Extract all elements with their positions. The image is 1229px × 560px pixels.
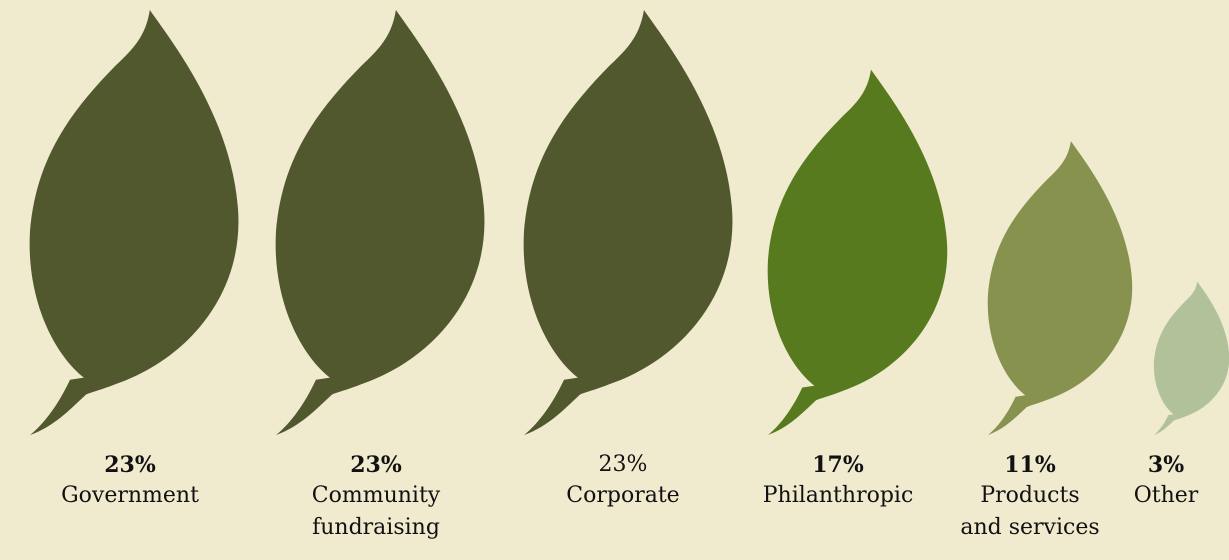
leaf-mark-6 — [1153, 281, 1229, 435]
leaf-mark-4 — [767, 69, 948, 435]
category-name-line: Products — [980, 483, 1080, 508]
category-name-line: Corporate — [566, 483, 680, 508]
category-label-block: 23% Community fundraising — [312, 452, 440, 544]
value-label: 11% — [1004, 452, 1056, 478]
category-label-block: 11% Products and services — [960, 452, 1099, 544]
leaf-mark-2 — [275, 10, 485, 435]
value-label: 3% — [1147, 452, 1185, 478]
value-label: 23% — [350, 452, 402, 478]
value-label: 17% — [812, 452, 864, 478]
leaf-mark-3 — [523, 10, 733, 435]
category-label-block: 17% Philanthropic — [763, 452, 914, 512]
category-name-line: Community — [311, 483, 441, 508]
category-name-line: fundraising — [312, 515, 440, 540]
category-name-line: and services — [960, 515, 1100, 540]
category-label-block: 23% Corporate — [566, 452, 679, 512]
category-name-line: Other — [1133, 483, 1199, 508]
category-name-line: Government — [61, 483, 199, 508]
category-label-block: 23% Government — [61, 452, 199, 512]
leaf-mark-5 — [987, 141, 1133, 435]
leaf-mark-1 — [29, 10, 239, 435]
value-label: 23% — [104, 452, 156, 478]
category-name-line: Philanthropic — [762, 483, 914, 508]
value-label: 23% — [598, 452, 648, 477]
leaf-pictograph-chart — [29, 10, 1229, 435]
category-label-block: 3% Other — [1134, 452, 1199, 512]
